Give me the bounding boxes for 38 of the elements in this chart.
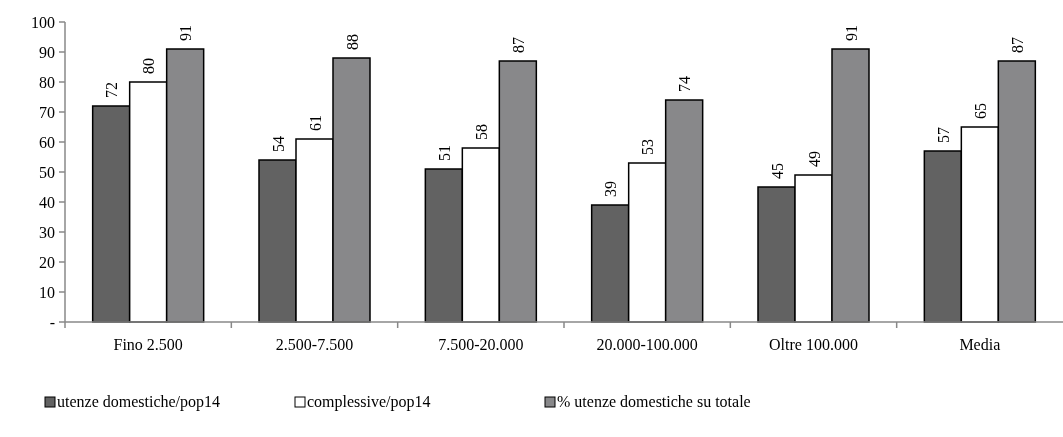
data-label: 87 (509, 37, 527, 53)
data-label: 58 (472, 124, 490, 140)
x-tick-label: 7.500-20.000 (438, 336, 524, 353)
y-tick-label: - (49, 313, 55, 331)
data-label: 87 (1008, 37, 1026, 53)
data-label: 65 (971, 103, 989, 119)
legend-label: % utenze domestiche su totale (557, 393, 751, 410)
y-tick-label: 80 (39, 73, 55, 91)
y-tick-label: 90 (39, 43, 55, 61)
x-tick-label: Oltre 100.000 (769, 336, 858, 353)
data-label: 51 (435, 145, 453, 161)
x-tick-label: Media (959, 336, 1001, 353)
data-label: 54 (269, 136, 287, 152)
data-label: 72 (103, 82, 121, 98)
data-label: 91 (177, 25, 195, 41)
y-tick-label: 30 (39, 223, 55, 241)
y-tick-label: 100 (31, 13, 55, 31)
data-label: 53 (639, 139, 657, 155)
legend-label: utenze domestiche/pop14 (57, 393, 221, 411)
legend-label: complessive/pop14 (307, 393, 431, 411)
y-tick-label: 20 (39, 253, 55, 271)
data-label: 49 (805, 151, 823, 167)
data-label: 57 (934, 127, 952, 143)
y-tick-label: 10 (39, 283, 55, 301)
x-tick-label: 20.000-100.000 (596, 336, 698, 353)
y-tick-label: 60 (39, 133, 55, 151)
data-label: 45 (768, 163, 786, 179)
data-label: 39 (602, 181, 620, 197)
y-tick-label: 70 (39, 103, 55, 121)
y-tick-label: 50 (39, 163, 55, 181)
data-label: 88 (343, 34, 361, 50)
x-tick-label: Fino 2.500 (113, 336, 183, 353)
data-label: 91 (842, 25, 860, 41)
y-tick-label: 40 (39, 193, 55, 211)
data-label: 61 (306, 115, 324, 131)
data-label: 80 (140, 58, 158, 74)
x-tick-label: 2.500-7.500 (275, 336, 354, 353)
data-label: 74 (676, 76, 694, 92)
